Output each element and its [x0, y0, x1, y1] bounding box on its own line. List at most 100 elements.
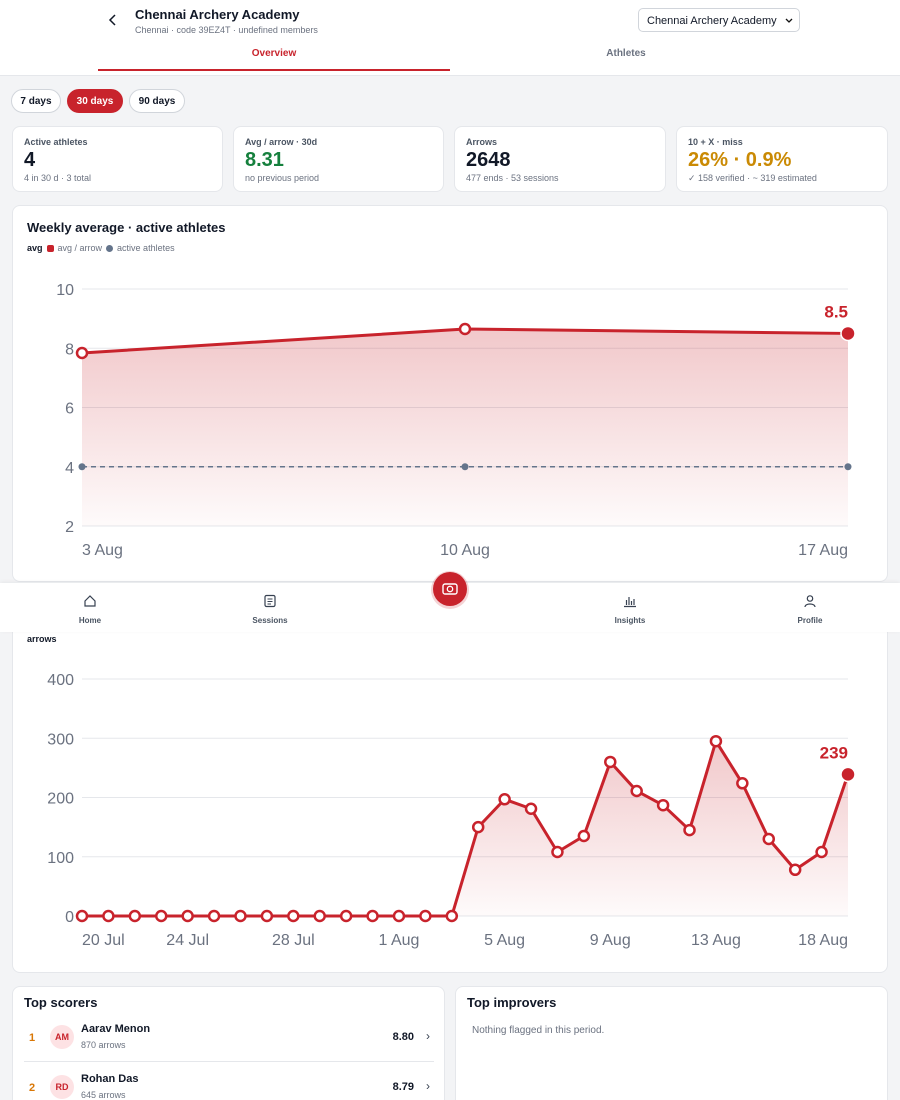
stat-value: 4	[24, 149, 36, 171]
legend: arrows	[27, 634, 57, 644]
point	[154, 909, 168, 923]
nav-item[interactable]: Insights	[614, 616, 646, 625]
rank: 1	[29, 1032, 36, 1044]
legend-swatch	[106, 244, 114, 252]
x-tick-label: 28 Jul	[272, 932, 315, 949]
point	[630, 784, 643, 798]
point	[313, 909, 326, 923]
y-tick-label: 300	[47, 731, 74, 748]
point	[683, 823, 696, 837]
profile-icon	[804, 595, 816, 608]
x-tick-label: 17 Aug	[798, 542, 848, 559]
avatar: AM	[50, 1025, 74, 1049]
point	[577, 829, 591, 843]
legend-label: active athletes	[117, 243, 175, 253]
y-tick-label: 200	[47, 791, 74, 808]
point	[471, 820, 485, 834]
point	[392, 909, 406, 923]
point	[656, 798, 670, 812]
tab-underline	[98, 69, 450, 71]
back-button[interactable]	[105, 12, 119, 28]
athlete-name[interactable]: Rohan Das	[81, 1073, 139, 1085]
score: 8.79	[392, 1081, 414, 1093]
point	[815, 845, 828, 859]
title: Chennai Archery Academy	[135, 7, 300, 22]
nav-item[interactable]: Profile	[797, 616, 823, 625]
x-tick-label: 3 Aug	[82, 542, 123, 559]
y-tick-label: 6	[65, 401, 74, 418]
range-button[interactable]: 30 days	[67, 89, 123, 113]
legend-title: avg	[27, 243, 43, 253]
stat-card: 10 + X · miss 26% · 0.9% ✓ 158 verified · …	[676, 126, 888, 192]
y-tick-label: 100	[47, 850, 74, 867]
point	[840, 766, 856, 783]
athlete-note: 870 arrows	[81, 1040, 126, 1050]
point	[419, 909, 432, 923]
top-scorers-card: Top scorers 1 AM Aarav Menon 870 arrows 8.80…	[12, 986, 445, 1100]
stat-note: 477 ends · 53 sessions	[466, 173, 559, 183]
stat-card: Arrows 2648 477 ends · 53 sessions	[454, 126, 666, 192]
stat-label: Arrows	[466, 137, 498, 147]
top-improvers-card: Top improvers Nothing flagged in this pe…	[455, 986, 888, 1100]
point	[458, 322, 472, 336]
area	[82, 328, 848, 526]
point	[181, 909, 194, 923]
legend-label: avg / arrow	[57, 243, 103, 253]
tab[interactable]: Overview	[251, 48, 297, 59]
x-tick-label: 5 Aug	[484, 932, 525, 949]
club-select[interactable]: Chennai Archery Academy	[638, 8, 800, 32]
header: Chennai Archery Academy Chennai · code 3…	[0, 0, 900, 76]
value-label: 8.5	[824, 302, 848, 321]
value-label: 239	[820, 743, 848, 762]
score: 8.80	[392, 1031, 414, 1043]
point	[498, 793, 511, 806]
range-button[interactable]: 90 days	[129, 89, 185, 113]
x-tick-label: 13 Aug	[691, 932, 741, 949]
chevron[interactable]: ›	[426, 1079, 430, 1093]
home-icon	[84, 595, 96, 607]
point	[736, 777, 749, 790]
point	[339, 909, 353, 923]
stat-card: Avg / arrow · 30d 8.31 no previous period	[233, 126, 444, 192]
divider	[24, 1061, 434, 1062]
point	[551, 845, 564, 859]
athlete-name[interactable]: Aarav Menon	[81, 1023, 151, 1035]
area	[82, 741, 848, 916]
rank: 2	[29, 1082, 36, 1094]
range-button[interactable]: 7 days	[11, 89, 61, 113]
stat-value: 26% · 0.9%	[688, 149, 792, 171]
chart-title: Weekly average · active athletes	[27, 220, 226, 235]
point	[524, 802, 538, 816]
point	[604, 755, 617, 769]
point	[762, 832, 776, 846]
y-tick-label: 8	[65, 341, 74, 358]
x-tick-label: 1 Aug	[378, 932, 419, 949]
stat-value: 8.31	[245, 149, 284, 171]
point	[709, 734, 723, 748]
legend-title: arrows	[27, 634, 57, 644]
tab[interactable]: Athletes	[606, 48, 646, 59]
y-tick-label: 0	[65, 909, 74, 926]
stat-label: 10 + X · miss	[688, 137, 743, 147]
nav-item[interactable]: Sessions	[252, 616, 288, 625]
stat-label: Active athletes	[24, 137, 88, 147]
select-text: Chennai Archery Academy	[647, 15, 777, 27]
point	[844, 463, 852, 471]
x-tick-label: 10 Aug	[440, 542, 490, 559]
bottom-nav: Home Sessions Insights Profile	[0, 571, 900, 632]
camera-button[interactable]	[423, 565, 477, 619]
card-title: Top improvers	[467, 995, 557, 1010]
nav-item[interactable]: Home	[78, 616, 102, 625]
point	[287, 909, 300, 923]
y-tick-label: 2	[65, 519, 74, 536]
y-tick-label: 10	[56, 282, 74, 299]
y-tick-label: 4	[65, 460, 74, 477]
point	[445, 909, 459, 923]
stat-value: 2648	[466, 149, 511, 171]
stat-note: 4 in 30 d · 3 total	[24, 173, 92, 183]
legend-swatch	[46, 244, 54, 252]
chevron[interactable]: ›	[426, 1029, 430, 1043]
x-tick-label: 18 Aug	[798, 932, 848, 949]
